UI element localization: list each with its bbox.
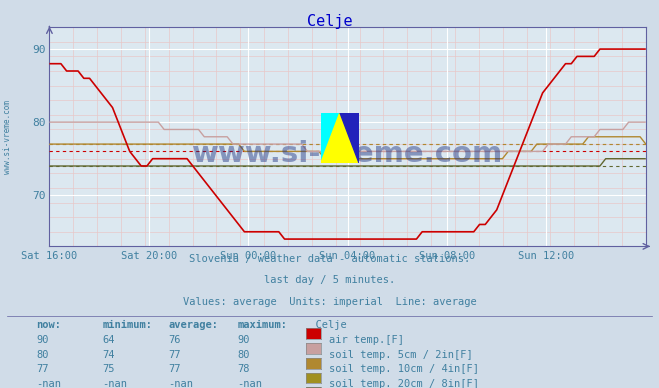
Text: 90: 90 [237, 335, 250, 345]
Text: now:: now: [36, 320, 61, 330]
Text: soil temp. 20cm / 8in[F]: soil temp. 20cm / 8in[F] [329, 379, 479, 388]
Text: -nan: -nan [36, 379, 61, 388]
Text: 77: 77 [36, 364, 49, 374]
Text: Celje: Celje [303, 320, 347, 330]
Text: www.si-vreme.com: www.si-vreme.com [3, 100, 13, 174]
Text: 64: 64 [102, 335, 115, 345]
Text: 90: 90 [36, 335, 49, 345]
Text: average:: average: [168, 320, 218, 330]
Polygon shape [340, 113, 359, 163]
Text: 76: 76 [168, 335, 181, 345]
Text: -nan: -nan [237, 379, 262, 388]
Text: 75: 75 [102, 364, 115, 374]
Text: 78: 78 [237, 364, 250, 374]
Text: Celje: Celje [306, 14, 353, 29]
Text: Values: average  Units: imperial  Line: average: Values: average Units: imperial Line: av… [183, 297, 476, 307]
Text: -nan: -nan [102, 379, 127, 388]
Text: www.si-vreme.com: www.si-vreme.com [192, 140, 503, 168]
Text: 80: 80 [36, 350, 49, 360]
Text: 74: 74 [102, 350, 115, 360]
Text: air temp.[F]: air temp.[F] [329, 335, 404, 345]
Text: 80: 80 [237, 350, 250, 360]
Text: 77: 77 [168, 350, 181, 360]
Text: 77: 77 [168, 364, 181, 374]
Text: maximum:: maximum: [237, 320, 287, 330]
Text: Slovenia / weather data - automatic stations.: Slovenia / weather data - automatic stat… [189, 254, 470, 264]
Polygon shape [321, 113, 340, 163]
Text: minimum:: minimum: [102, 320, 152, 330]
Text: last day / 5 minutes.: last day / 5 minutes. [264, 275, 395, 286]
Polygon shape [321, 113, 359, 163]
Text: soil temp. 5cm / 2in[F]: soil temp. 5cm / 2in[F] [329, 350, 473, 360]
Text: soil temp. 10cm / 4in[F]: soil temp. 10cm / 4in[F] [329, 364, 479, 374]
Text: -nan: -nan [168, 379, 193, 388]
